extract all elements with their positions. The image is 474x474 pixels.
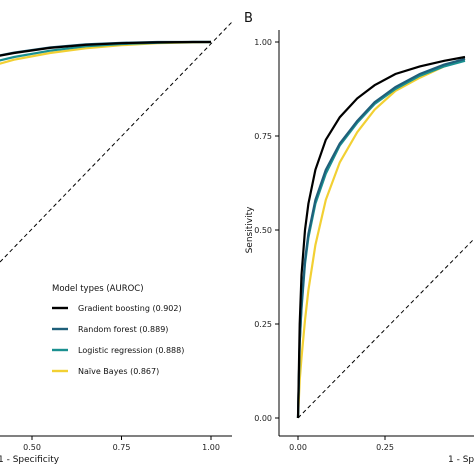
panel-b-y-tick-label: 1.00 [254,38,272,47]
panel-b-series-line [296,59,466,419]
panel-b: B 0.00 0.25 0.50 0.75 1.00 0.00 0.25 Sensitiv… [244,11,474,465]
panel-b-series-line [296,57,466,419]
panel-a-x-tick-label: 0.50 [23,443,41,452]
panel-a-series-line [0,40,211,57]
panel-a: 0.50 0.75 1.00 1 - Specificity Model types… [0,21,233,465]
legend: Model types (AUROC) Gradient boosting (0… [52,284,184,376]
panel-b-x-tick-label: 0.25 [376,443,394,452]
legend-title: Model types (AUROC) [52,284,144,294]
panel-a-series-line [0,40,211,62]
panel-b-label: B [244,11,253,26]
panel-b-reference-line [297,238,474,419]
panel-b-y-axis-label: Sensitivity [245,206,255,254]
panel-a-x-axis-label: 1 - Specificity [0,455,60,465]
panel-b-x-axis-label: 1 - Sp [448,455,474,465]
panel-b-y-tick-label: 0.50 [254,226,272,235]
panel-b-y-tick-label: 0.75 [254,132,272,141]
panel-a-reference-line [0,21,233,263]
legend-entry-label: Random forest (0.889) [78,325,168,334]
panel-a-x-tick-label: 0.75 [113,443,131,452]
panel-b-y-tick-label: 0.25 [254,320,272,329]
legend-entry-label: Logistic regression (0.888) [78,346,184,355]
legend-entry-label: Naïve Bayes (0.867) [78,367,159,376]
panel-b-series-line [296,55,466,419]
panel-b-series-line [296,57,466,419]
panel-b-x-tick-label: 0.00 [289,443,307,452]
legend-entry-label: Gradient boosting (0.902) [78,304,182,313]
panel-a-series-line [0,40,212,65]
panel-a-x-tick-label: 1.00 [202,443,220,452]
panel-b-y-tick-label: 0.00 [254,414,272,423]
